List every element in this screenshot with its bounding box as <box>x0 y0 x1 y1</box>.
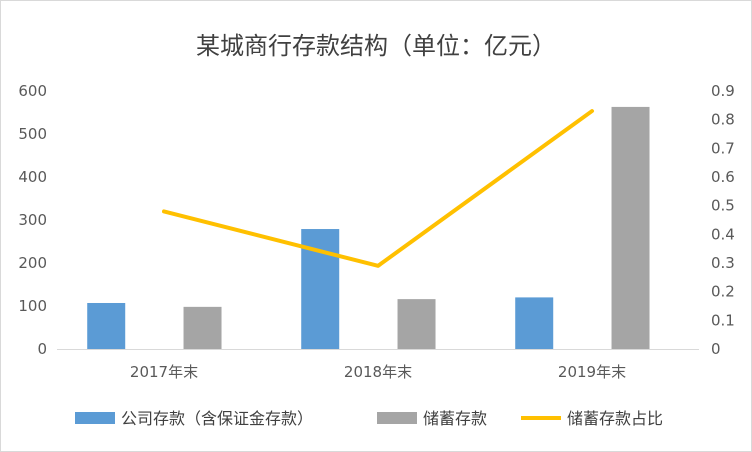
bar-corporate <box>515 297 554 349</box>
y-right-tick-label: 0.7 <box>711 139 735 157</box>
x-tick-label: 2017年末 <box>130 363 198 381</box>
y-right-tick-label: 0.9 <box>711 82 735 100</box>
legend-swatch <box>377 412 417 424</box>
bar-corporate <box>87 302 126 349</box>
y-right-tick-label: 0.5 <box>711 197 735 215</box>
y-right-tick-label: 0.6 <box>711 168 735 186</box>
x-tick-label: 2018年末 <box>344 363 412 381</box>
bar-savings <box>397 299 436 349</box>
bar-savings <box>611 106 650 349</box>
y-left-tick-label: 100 <box>18 297 47 315</box>
y-right-tick-label: 0.2 <box>711 283 735 301</box>
x-tick-label: 2019年末 <box>558 363 626 381</box>
chart-title: 某城商行存款结构（单位：亿元） <box>196 32 556 60</box>
y-right-tick-label: 0.3 <box>711 254 735 272</box>
legend-label: 公司存款（含保证金存款） <box>121 409 313 428</box>
y-right-tick-label: 0.1 <box>711 311 735 329</box>
y-left-tick-label: 500 <box>18 125 47 143</box>
legend-label: 储蓄存款 <box>423 409 487 428</box>
line-savings-ratio <box>162 109 594 268</box>
y-right-tick-label: 0.4 <box>711 225 735 243</box>
y-right-tick-label: 0 <box>711 340 721 358</box>
bar-savings <box>183 306 222 349</box>
y-left-tick-label: 600 <box>18 82 47 100</box>
legend-label: 储蓄存款占比 <box>567 409 663 428</box>
y-left-tick-label: 300 <box>18 211 47 229</box>
legend-swatch <box>75 412 115 424</box>
y-left-tick-label: 200 <box>18 254 47 272</box>
y-right-tick-label: 0.8 <box>711 111 735 129</box>
y-left-tick-label: 400 <box>18 168 47 186</box>
y-left-tick-label: 0 <box>37 340 47 358</box>
